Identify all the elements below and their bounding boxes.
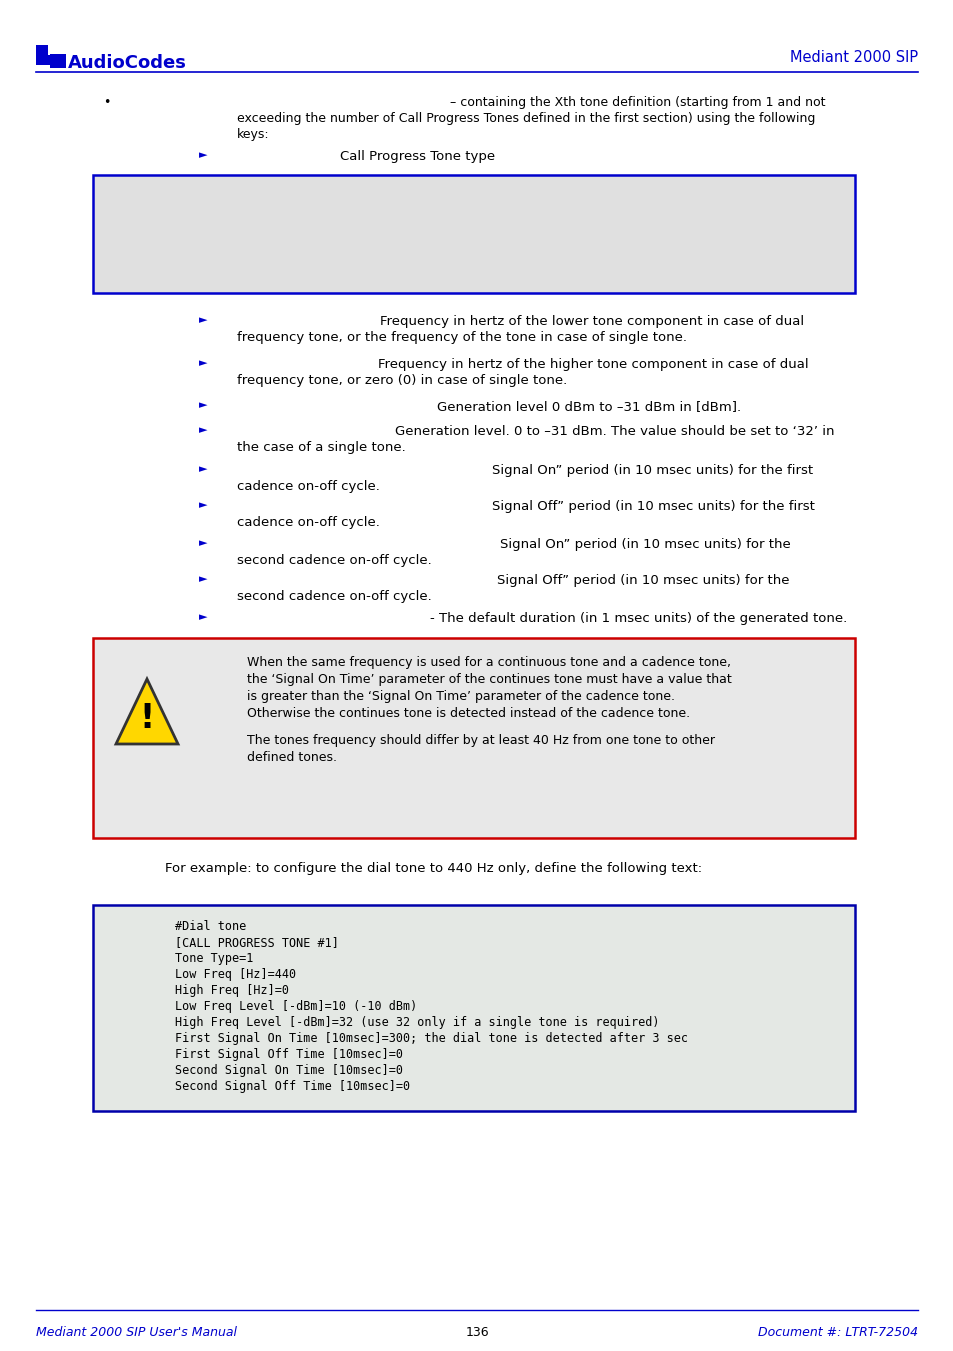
- Text: Low Freq Level [-dBm]=10 (-10 dBm): Low Freq Level [-dBm]=10 (-10 dBm): [174, 1000, 416, 1013]
- Text: Generation level 0 dBm to –31 dBm in [dBm].: Generation level 0 dBm to –31 dBm in [dB…: [436, 400, 740, 413]
- Text: Call Progress Tone type: Call Progress Tone type: [339, 150, 495, 163]
- Text: Signal On” period (in 10 msec units) for the: Signal On” period (in 10 msec units) for…: [499, 538, 790, 551]
- Text: Mediant 2000 SIP User's Manual: Mediant 2000 SIP User's Manual: [36, 1325, 236, 1339]
- Text: ►: ►: [199, 358, 208, 367]
- Text: High Freq [Hz]=0: High Freq [Hz]=0: [174, 984, 289, 997]
- Text: defined tones.: defined tones.: [247, 751, 336, 765]
- Text: - The default duration (in 1 msec units) of the generated tone.: - The default duration (in 1 msec units)…: [430, 612, 846, 626]
- Text: ►: ►: [199, 500, 208, 509]
- Bar: [92, 905, 854, 1111]
- Text: ►: ►: [199, 574, 208, 584]
- Text: Second Signal Off Time [10msec]=0: Second Signal Off Time [10msec]=0: [174, 1079, 410, 1093]
- Text: second cadence on-off cycle.: second cadence on-off cycle.: [236, 590, 432, 603]
- Bar: [48, 43, 60, 55]
- Text: For example: to configure the dial tone to 440 Hz only, define the following tex: For example: to configure the dial tone …: [165, 862, 701, 875]
- Bar: [92, 176, 854, 293]
- Text: second cadence on-off cycle.: second cadence on-off cycle.: [236, 554, 432, 567]
- Text: cadence on-off cycle.: cadence on-off cycle.: [236, 480, 379, 493]
- Text: Signal On” period (in 10 msec units) for the first: Signal On” period (in 10 msec units) for…: [492, 463, 812, 477]
- Text: Frequency in hertz of the lower tone component in case of dual: Frequency in hertz of the lower tone com…: [379, 315, 803, 328]
- Text: ►: ►: [199, 150, 208, 159]
- Text: keys:: keys:: [236, 128, 270, 141]
- Text: ►: ►: [199, 426, 208, 435]
- Text: – containing the Xth tone definition (starting from 1 and not: – containing the Xth tone definition (st…: [450, 96, 824, 109]
- Bar: [50, 54, 66, 68]
- Text: exceeding the number of Call Progress Tones defined in the first section) using : exceeding the number of Call Progress To…: [236, 112, 815, 126]
- Text: [CALL PROGRESS TONE #1]: [CALL PROGRESS TONE #1]: [174, 936, 338, 948]
- Text: !: !: [139, 701, 154, 735]
- Text: Signal Off” period (in 10 msec units) for the first: Signal Off” period (in 10 msec units) fo…: [492, 500, 814, 513]
- Text: 136: 136: [465, 1325, 488, 1339]
- Text: frequency tone, or the frequency of the tone in case of single tone.: frequency tone, or the frequency of the …: [236, 331, 686, 345]
- Text: the case of a single tone.: the case of a single tone.: [236, 440, 405, 454]
- Text: Signal Off” period (in 10 msec units) for the: Signal Off” period (in 10 msec units) fo…: [497, 574, 789, 586]
- Polygon shape: [116, 680, 178, 744]
- Text: ►: ►: [199, 315, 208, 326]
- Text: is greater than the ‘Signal On Time’ parameter of the cadence tone.: is greater than the ‘Signal On Time’ par…: [247, 690, 675, 703]
- Text: ►: ►: [199, 538, 208, 549]
- Bar: [36, 45, 58, 65]
- Text: First Signal Off Time [10msec]=0: First Signal Off Time [10msec]=0: [174, 1048, 402, 1061]
- Text: Otherwise the continues tone is detected instead of the cadence tone.: Otherwise the continues tone is detected…: [247, 707, 689, 720]
- Text: the ‘Signal On Time’ parameter of the continues tone must have a value that: the ‘Signal On Time’ parameter of the co…: [247, 673, 731, 686]
- Text: Tone Type=1: Tone Type=1: [174, 952, 253, 965]
- Text: ►: ►: [199, 400, 208, 409]
- Text: ►: ►: [199, 612, 208, 621]
- Text: High Freq Level [-dBm]=32 (use 32 only if a single tone is required): High Freq Level [-dBm]=32 (use 32 only i…: [174, 1016, 659, 1029]
- Text: When the same frequency is used for a continuous tone and a cadence tone,: When the same frequency is used for a co…: [247, 657, 730, 669]
- Text: First Signal On Time [10msec]=300; the dial tone is detected after 3 sec: First Signal On Time [10msec]=300; the d…: [174, 1032, 687, 1046]
- Text: Frequency in hertz of the higher tone component in case of dual: Frequency in hertz of the higher tone co…: [377, 358, 808, 372]
- Text: frequency tone, or zero (0) in case of single tone.: frequency tone, or zero (0) in case of s…: [236, 374, 567, 386]
- Text: Generation level. 0 to –31 dBm. The value should be set to ‘32’ in: Generation level. 0 to –31 dBm. The valu…: [395, 426, 834, 438]
- Text: ►: ►: [199, 463, 208, 474]
- Text: •: •: [103, 96, 111, 109]
- Text: Mediant 2000 SIP: Mediant 2000 SIP: [789, 50, 917, 65]
- Text: Document #: LTRT-72504: Document #: LTRT-72504: [757, 1325, 917, 1339]
- Text: #Dial tone: #Dial tone: [174, 920, 246, 934]
- Text: Low Freq [Hz]=440: Low Freq [Hz]=440: [174, 969, 295, 981]
- Text: Second Signal On Time [10msec]=0: Second Signal On Time [10msec]=0: [174, 1065, 402, 1077]
- Text: cadence on-off cycle.: cadence on-off cycle.: [236, 516, 379, 530]
- Text: AudioCodes: AudioCodes: [68, 54, 187, 72]
- Text: The tones frequency should differ by at least 40 Hz from one tone to other: The tones frequency should differ by at …: [247, 734, 714, 747]
- Bar: [92, 638, 854, 838]
